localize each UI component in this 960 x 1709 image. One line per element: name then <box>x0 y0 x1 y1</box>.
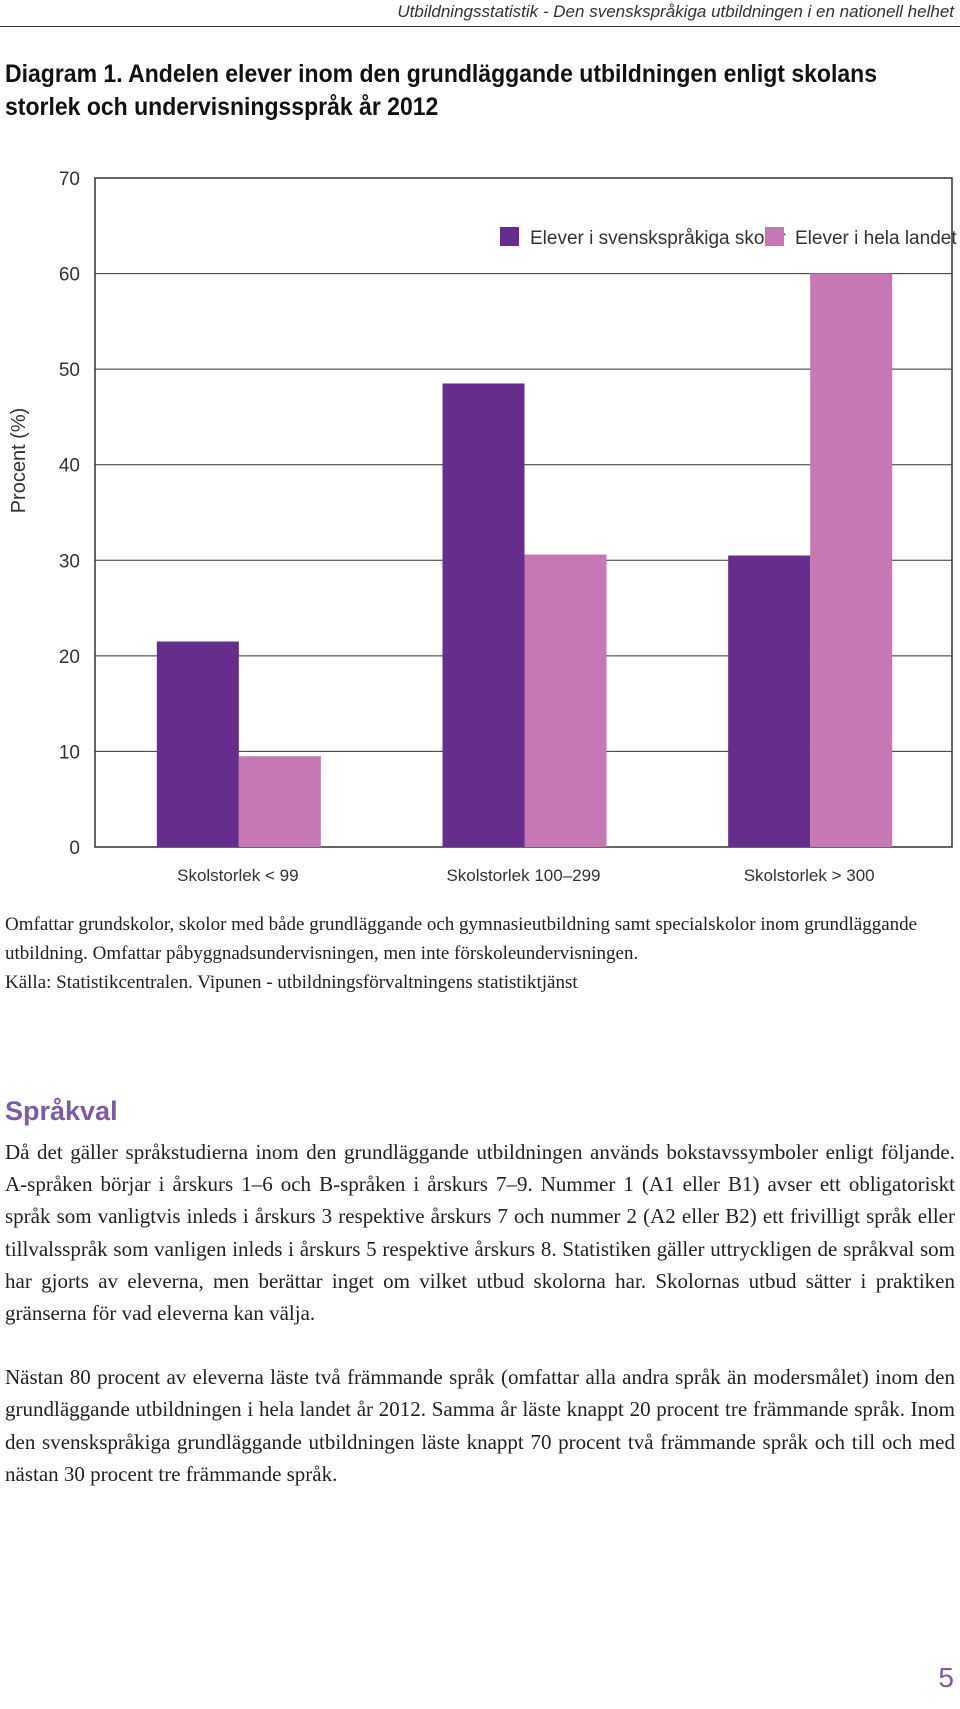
chart-note: Omfattar grundskolor, skolor med både gr… <box>5 910 955 997</box>
x-tick-label: Skolstorlek 100–299 <box>446 866 600 885</box>
x-tick-label: Skolstorlek < 99 <box>177 866 298 885</box>
y-tick-label: 50 <box>59 360 80 381</box>
running-header: Utbildningsstatistik - Den svenskspråkig… <box>397 2 954 21</box>
bar <box>156 641 239 847</box>
bar <box>442 383 525 847</box>
coverage-note: Omfattar grundskolor, skolor med både gr… <box>5 914 918 964</box>
bar-chart: 0 10 20 30 40 50 60 70 Procent (%) Skolstorlek < … <box>8 169 957 885</box>
y-tick-label: 10 <box>59 742 80 763</box>
y-tick-label: 0 <box>69 838 80 859</box>
diagram-title: Diagram 1. Andelen elever inom den grund… <box>5 60 878 121</box>
y-tick-label: 30 <box>59 551 80 572</box>
legend-label: Elever i svenskspråkiga skolor <box>530 228 786 249</box>
y-tick-label: 20 <box>59 647 80 668</box>
source-note: Källa: Statistikcentralen. Vipunen - utb… <box>5 972 578 993</box>
y-axis-label: Procent (%) <box>8 408 30 514</box>
paragraph: Nästan 80 procent av eleverna läste två … <box>5 1365 955 1486</box>
section-body: Då det gäller språkstudierna inom den gr… <box>5 1136 955 1522</box>
paragraph: Då det gäller språkstudierna inom den gr… <box>5 1140 955 1326</box>
legend-swatch <box>765 227 784 246</box>
section-heading: Språkval <box>5 1096 118 1126</box>
bar <box>728 555 811 847</box>
bar <box>810 273 893 847</box>
legend-label: Elever i hela landet <box>795 228 957 249</box>
x-tick-label: Skolstorlek > 300 <box>744 866 875 885</box>
y-tick-label: 70 <box>59 169 80 190</box>
page-number: 5 <box>938 1662 954 1693</box>
legend-swatch <box>500 227 519 246</box>
y-tick-label: 40 <box>59 456 80 477</box>
y-tick-label: 60 <box>59 265 80 286</box>
bar <box>524 554 607 847</box>
header-rule <box>0 26 960 27</box>
bar <box>238 756 321 847</box>
